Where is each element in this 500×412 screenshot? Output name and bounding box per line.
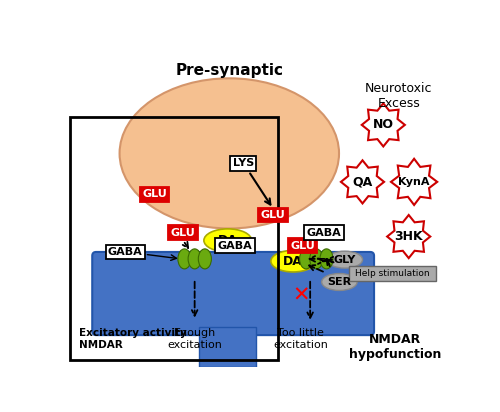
- Bar: [198, 327, 256, 367]
- Text: 3HK: 3HK: [394, 230, 423, 243]
- Ellipse shape: [271, 250, 316, 272]
- Text: Help stimulation: Help stimulation: [355, 269, 430, 278]
- Ellipse shape: [322, 274, 357, 290]
- Text: NO: NO: [373, 118, 394, 131]
- Ellipse shape: [310, 249, 323, 269]
- Polygon shape: [341, 160, 384, 204]
- Text: GABA: GABA: [306, 228, 342, 238]
- Ellipse shape: [188, 249, 201, 269]
- Polygon shape: [387, 215, 430, 258]
- Text: SER: SER: [328, 277, 351, 287]
- FancyBboxPatch shape: [92, 252, 374, 335]
- Text: GLU: GLU: [261, 210, 285, 220]
- Polygon shape: [362, 103, 405, 146]
- Text: Pre-synaptic: Pre-synaptic: [176, 63, 284, 78]
- Text: DA: DA: [284, 255, 303, 268]
- Text: GABA: GABA: [108, 247, 142, 257]
- Ellipse shape: [300, 249, 312, 269]
- Ellipse shape: [204, 229, 252, 252]
- Text: Too little
excitation: Too little excitation: [274, 328, 328, 350]
- Ellipse shape: [320, 249, 333, 269]
- Text: GABA: GABA: [218, 241, 252, 251]
- Text: GLU: GLU: [170, 228, 196, 238]
- Ellipse shape: [178, 249, 191, 269]
- Text: Enough
excitation: Enough excitation: [167, 328, 222, 350]
- Bar: [70, 117, 278, 360]
- Text: DA: DA: [218, 234, 238, 247]
- Text: GLY: GLY: [334, 255, 356, 265]
- Polygon shape: [391, 159, 437, 205]
- Text: GLU: GLU: [142, 189, 167, 199]
- Text: KynA: KynA: [398, 177, 430, 187]
- FancyBboxPatch shape: [350, 266, 436, 281]
- Text: ✕: ✕: [292, 286, 310, 306]
- Ellipse shape: [327, 251, 362, 268]
- Text: NMDAR
hypofunction: NMDAR hypofunction: [348, 333, 441, 361]
- Ellipse shape: [120, 78, 339, 229]
- Text: QA: QA: [352, 176, 372, 188]
- Text: Excitatory activity
NMDAR: Excitatory activity NMDAR: [79, 328, 187, 350]
- Text: Neurotoxic
Excess: Neurotoxic Excess: [365, 82, 432, 110]
- Text: LYS: LYS: [232, 158, 254, 169]
- Ellipse shape: [198, 249, 211, 269]
- Text: GLU: GLU: [290, 241, 315, 251]
